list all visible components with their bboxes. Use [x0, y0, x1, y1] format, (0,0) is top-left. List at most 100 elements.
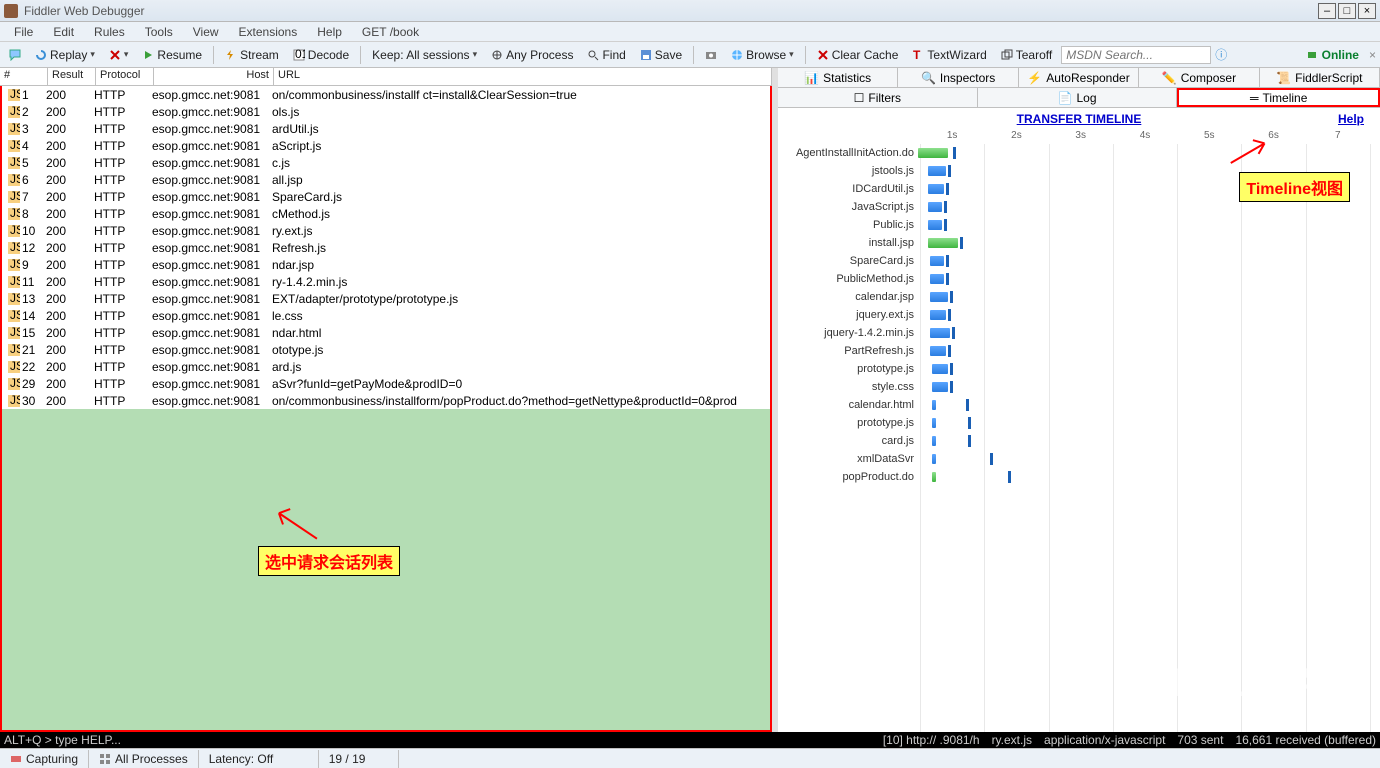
table-row[interactable]: JS12200HTTPesop.gmcc.net:9081Refresh.js [2, 239, 770, 256]
tab-log[interactable]: 📄Log [978, 88, 1178, 107]
save-button[interactable]: Save [635, 46, 687, 64]
table-row[interactable]: JS11200HTTPesop.gmcc.net:9081ry-1.4.2.mi… [2, 273, 770, 290]
table-row[interactable]: JS9200HTTPesop.gmcc.net:9081ndar.jsp [2, 256, 770, 273]
timeline-row[interactable]: prototype.js [778, 360, 1370, 378]
tearoff-button[interactable]: Tearoff [996, 46, 1057, 64]
timeline-row[interactable]: install.jsp [778, 234, 1370, 252]
latency-cell[interactable]: Latency: Off [199, 750, 319, 768]
svg-text:JS: JS [10, 378, 20, 390]
right-panel: 📊Statistics🔍Inspectors⚡AutoResponder✏️Co… [778, 68, 1380, 732]
table-row[interactable]: JS21200HTTPesop.gmcc.net:9081ototype.js [2, 341, 770, 358]
tab-inspectors[interactable]: 🔍Inspectors [898, 68, 1018, 87]
tab-autoresponder[interactable]: ⚡AutoResponder [1019, 68, 1139, 87]
axis-tick: 2s [984, 130, 1048, 144]
axis-tick: 7 [1306, 130, 1370, 144]
table-row[interactable]: JS7200HTTPesop.gmcc.net:9081SpareCard.js [2, 188, 770, 205]
tab-fiddlerscript[interactable]: 📜FiddlerScript [1260, 68, 1380, 87]
timeline-row[interactable]: style.css [778, 378, 1370, 396]
table-row[interactable]: JS3200HTTPesop.gmcc.net:9081ardUtil.js [2, 120, 770, 137]
textwizard-button[interactable]: TTextWizard [907, 46, 991, 64]
timeline-title-link[interactable]: TRANSFER TIMELINE [1017, 112, 1142, 126]
table-row[interactable]: JS5200HTTPesop.gmcc.net:9081c.js [2, 154, 770, 171]
status-received: 16,661 received (buffered) [1235, 733, 1376, 747]
menu-view[interactable]: View [183, 23, 229, 41]
clear-cache-button[interactable]: Clear Cache [812, 46, 904, 64]
timeline-row[interactable]: jquery-1.4.2.min.js [778, 324, 1370, 342]
menu-help[interactable]: Help [307, 23, 352, 41]
toolbar: Replay Resume Stream 01Decode Keep: All … [0, 42, 1380, 68]
msdn-search-input[interactable] [1061, 46, 1211, 64]
table-row[interactable]: JS14200HTTPesop.gmcc.net:9081le.css [2, 307, 770, 324]
timeline-row[interactable]: AgentInstallInitAction.do [778, 144, 1370, 162]
app-icon [4, 4, 18, 18]
timeline-row[interactable]: Public.js [778, 216, 1370, 234]
comment-button[interactable] [4, 47, 26, 63]
timeline-row[interactable]: prototype.js [778, 414, 1370, 432]
timeline-row[interactable]: jquery.ext.js [778, 306, 1370, 324]
col-result[interactable]: Result [48, 68, 96, 85]
timeline-row[interactable]: SpareCard.js [778, 252, 1370, 270]
tab-timeline[interactable]: ═Timeline [1177, 88, 1380, 107]
menu-file[interactable]: File [4, 23, 43, 41]
menu-tools[interactable]: Tools [135, 23, 183, 41]
axis-tick: 4s [1113, 130, 1177, 144]
session-rows: JS1200HTTPesop.gmcc.net:9081on/commonbus… [0, 86, 772, 732]
timeline-row[interactable]: calendar.html [778, 396, 1370, 414]
table-row[interactable]: JS15200HTTPesop.gmcc.net:9081ndar.html [2, 324, 770, 341]
table-row[interactable]: JS30200HTTPesop.gmcc.net:9081on/commonbu… [2, 392, 770, 409]
timeline-row[interactable]: PublicMethod.js [778, 270, 1370, 288]
processes-cell[interactable]: All Processes [89, 750, 199, 768]
quickexec-text: ALT+Q > type HELP... [4, 733, 121, 747]
close-button[interactable]: × [1358, 3, 1376, 19]
table-row[interactable]: JS13200HTTPesop.gmcc.net:9081EXT/adapter… [2, 290, 770, 307]
browse-button[interactable]: Browse [726, 46, 799, 64]
col-num[interactable]: # [0, 68, 48, 85]
timeline-row[interactable]: calendar.jsp [778, 288, 1370, 306]
help-link[interactable]: Help [1338, 112, 1364, 126]
screenshot-button[interactable] [700, 47, 722, 63]
decode-button[interactable]: 01Decode [288, 46, 354, 64]
menu-extensions[interactable]: Extensions [229, 23, 308, 41]
col-host[interactable]: Host [154, 68, 274, 85]
minimize-button[interactable]: – [1318, 3, 1336, 19]
timeline-row[interactable]: PartRefresh.js [778, 342, 1370, 360]
timeline-row[interactable]: popProduct.do [778, 468, 1370, 486]
quickexec-bar[interactable]: ALT+Q > type HELP... [10] http:// .9081/… [0, 732, 1380, 748]
timeline-row[interactable]: card.js [778, 432, 1370, 450]
timeline-row[interactable]: xmlDataSvr [778, 450, 1370, 468]
session-list-header: # Result Protocol Host URL [0, 68, 772, 86]
any-process-button[interactable]: Any Process [486, 46, 578, 64]
tab-statistics[interactable]: 📊Statistics [778, 68, 898, 87]
table-row[interactable]: JS4200HTTPesop.gmcc.net:9081aScript.js [2, 137, 770, 154]
table-row[interactable]: JS1200HTTPesop.gmcc.net:9081on/commonbus… [2, 86, 770, 103]
table-row[interactable]: JS8200HTTPesop.gmcc.net:9081cMethod.js [2, 205, 770, 222]
axis-tick: 5s [1177, 130, 1241, 144]
tab-filters[interactable]: ☐Filters [778, 88, 978, 107]
remove-button[interactable] [104, 47, 134, 63]
replay-button[interactable]: Replay [30, 46, 100, 64]
capturing-cell[interactable]: Capturing [0, 750, 89, 768]
svg-text:JS: JS [10, 344, 20, 356]
table-row[interactable]: JS22200HTTPesop.gmcc.net:9081ard.js [2, 358, 770, 375]
table-row[interactable]: JS10200HTTPesop.gmcc.net:9081ry.ext.js [2, 222, 770, 239]
tab-composer[interactable]: ✏️Composer [1139, 68, 1259, 87]
resume-button[interactable]: Resume [137, 46, 207, 64]
menu-edit[interactable]: Edit [43, 23, 84, 41]
col-protocol[interactable]: Protocol [96, 68, 154, 85]
inspector-tabs: 📊Statistics🔍Inspectors⚡AutoResponder✏️Co… [778, 68, 1380, 88]
table-row[interactable]: JS6200HTTPesop.gmcc.net:9081all.jsp [2, 171, 770, 188]
maximize-button[interactable]: □ [1338, 3, 1356, 19]
help-icon[interactable]: ⓘ [1215, 46, 1227, 63]
menu-rules[interactable]: Rules [84, 23, 135, 41]
table-row[interactable]: JS29200HTTPesop.gmcc.net:9081aSvr?funId=… [2, 375, 770, 392]
find-button[interactable]: Find [582, 46, 630, 64]
keep-button[interactable]: Keep: All sessions [367, 46, 482, 64]
toolbar-close-icon[interactable]: × [1369, 48, 1376, 62]
menu-getbook[interactable]: GET /book [352, 23, 429, 41]
col-url[interactable]: URL [274, 68, 772, 85]
svg-text:JS: JS [10, 106, 20, 118]
table-row[interactable]: JS2200HTTPesop.gmcc.net:9081ols.js [2, 103, 770, 120]
stream-button[interactable]: Stream [220, 46, 284, 64]
svg-text:T: T [913, 49, 921, 61]
online-status: Online [1306, 48, 1359, 62]
